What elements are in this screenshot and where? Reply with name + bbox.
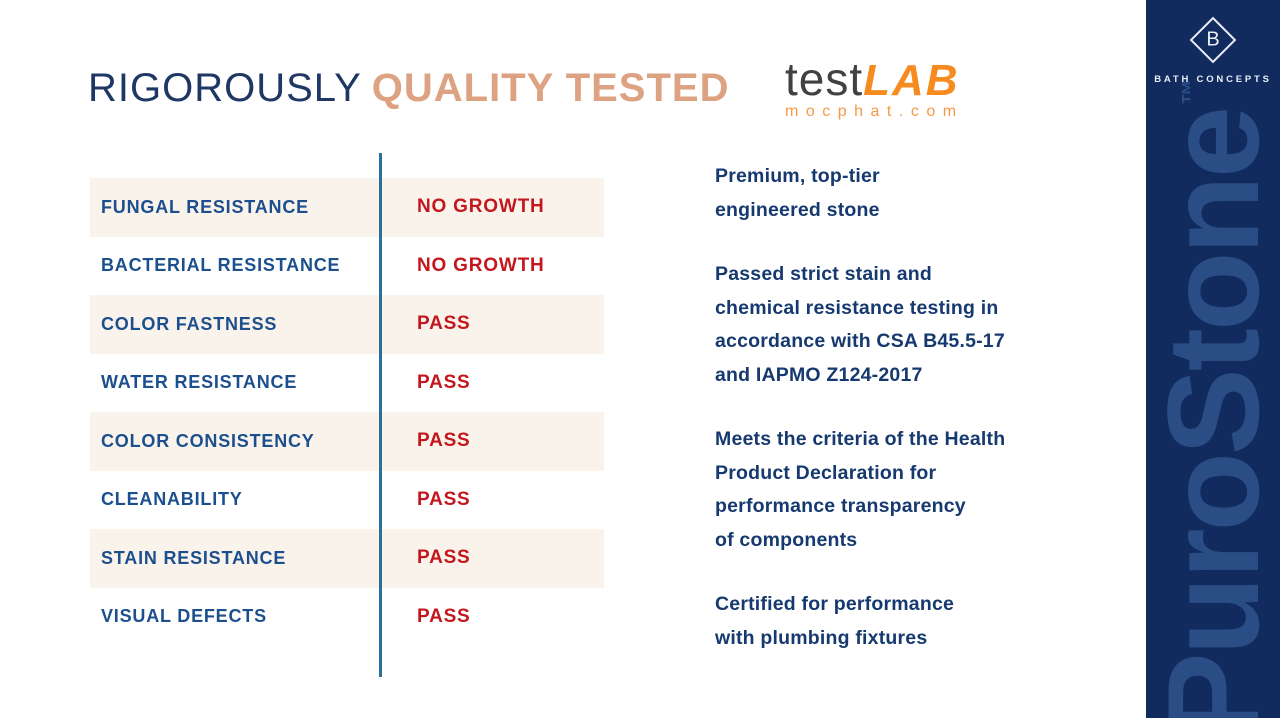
testlab-logo: test LAB mocphat.com — [785, 56, 997, 121]
brand-initial: B — [1206, 28, 1220, 51]
table-row: VISUAL DEFECTS PASS — [90, 588, 604, 647]
table-row: BACTERIAL RESISTANCE NO GROWTH — [90, 237, 604, 296]
table-row: COLOR FASTNESS PASS — [90, 295, 604, 354]
brand-sidebar: PuroStone™ B BATH CONCEPTS — [1146, 0, 1280, 718]
note-paragraph: Meets the criteria of the Health Product… — [715, 428, 1006, 551]
table-row: WATER RESISTANCE PASS — [90, 354, 604, 413]
test-name: VISUAL DEFECTS — [101, 606, 267, 627]
watermark-text: PuroStone — [1146, 108, 1280, 718]
test-result: PASS — [417, 313, 471, 335]
test-result: NO GROWTH — [417, 196, 545, 218]
table-row: CLEANABILITY PASS — [90, 471, 604, 530]
table-row: STAIN RESISTANCE PASS — [90, 529, 604, 588]
brand-name: BATH CONCEPTS — [1154, 74, 1272, 85]
test-name: CLEANABILITY — [101, 489, 243, 510]
test-name: COLOR FASTNESS — [101, 313, 278, 334]
notes-column: Premium, top-tier engineered stone Passe… — [715, 160, 1155, 686]
table-row: COLOR CONSISTENCY PASS — [90, 412, 604, 471]
test-result: PASS — [417, 547, 471, 569]
bath-concepts-logo: B BATH CONCEPTS — [1146, 14, 1280, 85]
title-accent: QUALITY TESTED — [371, 66, 730, 110]
test-name: WATER RESISTANCE — [101, 372, 298, 393]
testlab-word-lab: LAB — [863, 56, 960, 105]
test-result: PASS — [417, 605, 471, 627]
testlab-wordmark: test LAB — [785, 56, 997, 103]
purostone-watermark: PuroStone™ — [1146, 59, 1280, 718]
test-name: COLOR CONSISTENCY — [101, 430, 315, 451]
page-title: RIGOROUSLY QUALITY TESTED — [88, 66, 729, 111]
results-table: FUNGAL RESISTANCE NO GROWTH BACTERIAL RE… — [90, 178, 604, 646]
test-name: STAIN RESISTANCE — [101, 547, 287, 568]
testlab-word-test: test — [785, 53, 864, 105]
test-name: BACTERIAL RESISTANCE — [101, 255, 341, 276]
note-paragraph: Certified for performance with plumbing … — [715, 593, 955, 649]
note-paragraph: Premium, top-tier engineered stone — [715, 165, 880, 221]
test-name: FUNGAL RESISTANCE — [101, 196, 309, 217]
title-prefix: RIGOROUSLY — [88, 66, 362, 110]
bath-concepts-logo-icon: B — [1146, 14, 1280, 66]
test-result: NO GROWTH — [417, 254, 545, 276]
table-column-divider — [379, 153, 382, 677]
testlab-subtext: mocphat.com — [785, 103, 964, 120]
test-result: PASS — [417, 488, 471, 510]
table-row: FUNGAL RESISTANCE NO GROWTH — [90, 178, 604, 237]
test-result: PASS — [417, 430, 471, 452]
note-paragraph: Passed strict stain and chemical resista… — [715, 263, 1005, 386]
test-result: PASS — [417, 371, 471, 393]
